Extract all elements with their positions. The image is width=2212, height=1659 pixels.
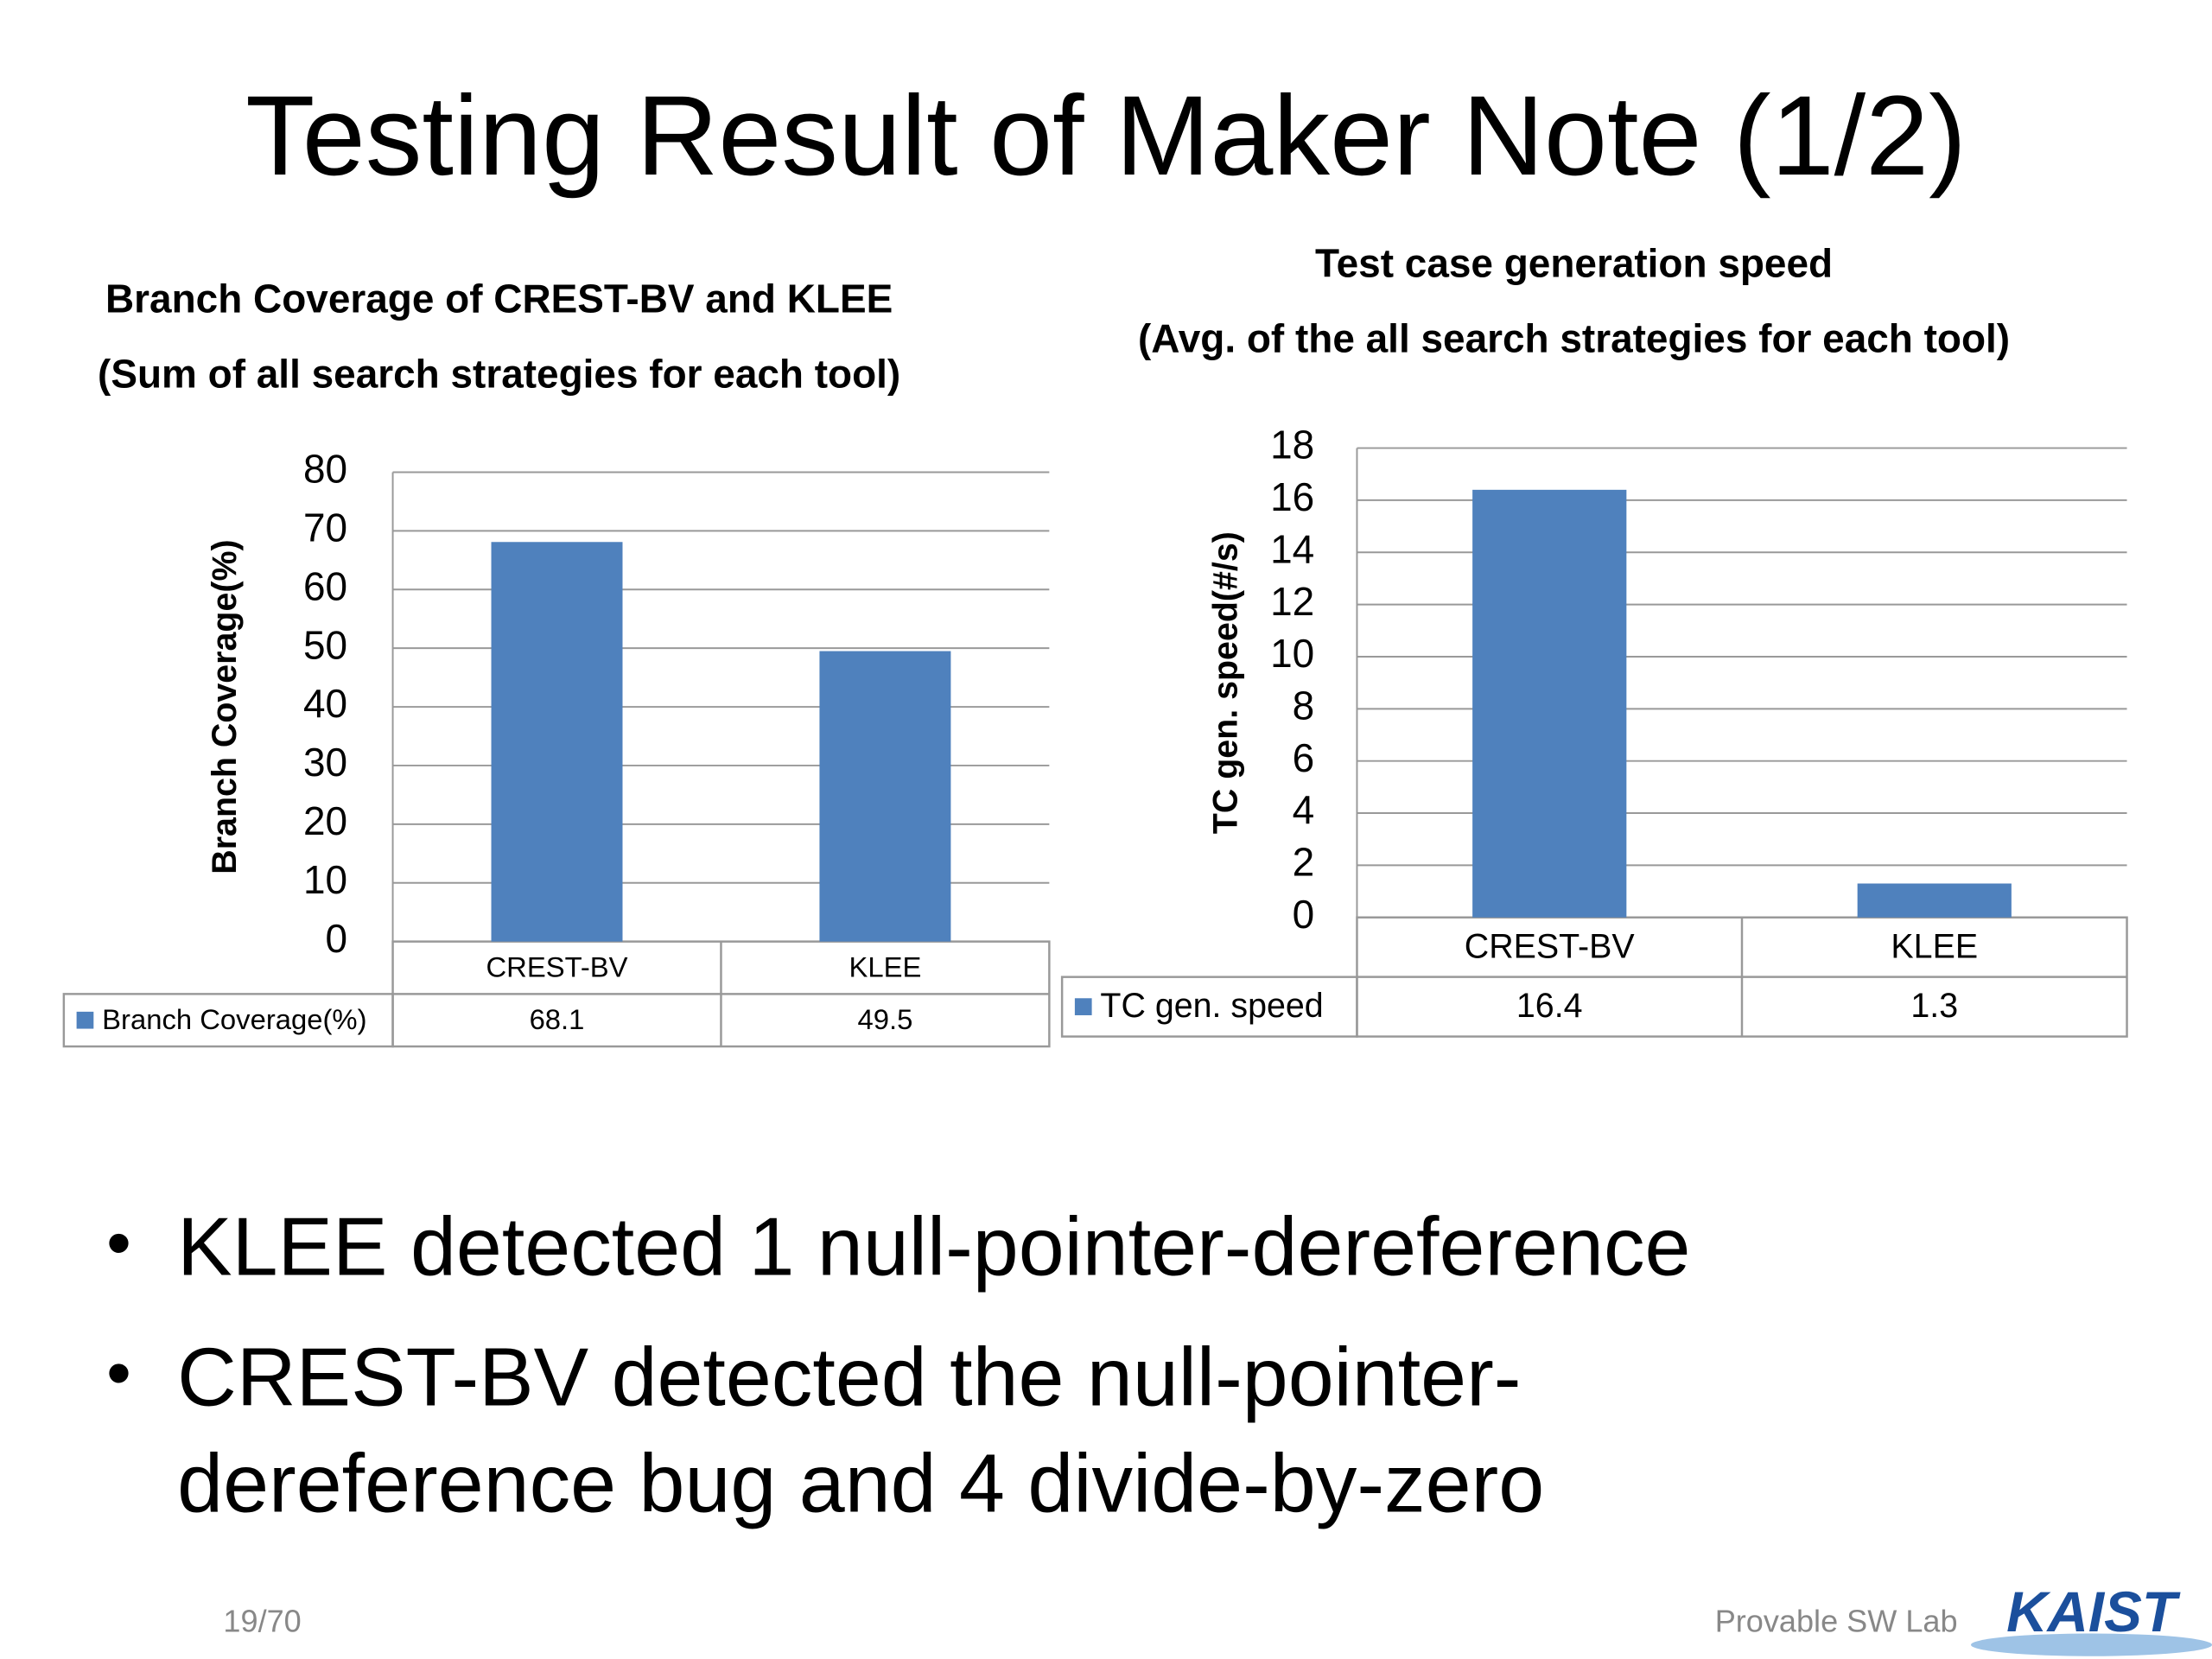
y-tick-label: 0: [325, 916, 347, 961]
y-tick-label: 60: [303, 563, 347, 608]
legend-label: TC gen. speed: [1100, 987, 1323, 1025]
lab-name: Provable SW Lab: [1715, 1604, 1958, 1639]
chart-title: Branch Coverage of CREST-BV and KLEE: [105, 276, 893, 321]
category-label: KLEE: [849, 950, 921, 982]
bar: [819, 651, 951, 942]
y-tick-label: 10: [303, 857, 347, 902]
data-table-legend-cell: [1060, 976, 1358, 1038]
bullet-box: KLEE detected 1 null-pointer-dereference: [177, 1200, 1691, 1294]
logo: KAIST: [2006, 1580, 2181, 1643]
y-axis-label: TC gen. speed(#/s): [1207, 531, 1245, 834]
data-table-legend-cell: [62, 993, 394, 1048]
logo-swoosh: [1971, 1633, 2212, 1656]
y-tick-label: 40: [303, 681, 347, 726]
legend-label: Branch Coverage(%): [102, 1003, 366, 1035]
y-tick-label: 70: [303, 505, 347, 550]
data-table-value: 1.3: [1910, 987, 1958, 1025]
bullet-dot: •: [106, 1334, 131, 1413]
bar: [1472, 489, 1627, 918]
y-axis-label: Branch Coverage(%): [206, 539, 244, 874]
category-label: CREST-BV: [1465, 927, 1636, 965]
y-tick-label: 10: [1270, 631, 1314, 676]
slide-title: Testing Result of Maker Note (1/2): [245, 72, 1967, 199]
y-tick-label: 2: [1293, 840, 1315, 885]
bar: [491, 542, 623, 942]
y-tick-label: 18: [1270, 423, 1314, 467]
bullet: CREST-BV detected the null-pointer-deref…: [177, 1331, 1545, 1551]
y-tick-label: 6: [1293, 735, 1315, 780]
data-table-value: 49.5: [857, 1003, 912, 1035]
page-number: 19/70: [223, 1604, 301, 1639]
chart-subtitle: (Sum of all search strategies for each t…: [98, 352, 900, 397]
chart-subtitle: (Avg. of the all search strategies for e…: [1138, 316, 2010, 361]
category-label: KLEE: [1891, 927, 1978, 965]
legend-swatch: [1074, 998, 1092, 1015]
y-tick-label: 50: [303, 622, 347, 667]
y-tick-label: 4: [1293, 787, 1315, 832]
y-tick-label: 12: [1270, 579, 1314, 624]
legend-swatch: [76, 1011, 94, 1029]
y-tick-label: 14: [1270, 526, 1314, 571]
y-tick-label: 30: [303, 740, 347, 785]
y-tick-label: 8: [1293, 683, 1315, 728]
bullet: KLEE detected 1 null-pointer-dereference: [177, 1200, 1691, 1294]
y-tick-label: 20: [303, 798, 347, 843]
bullet-dot: •: [106, 1204, 131, 1282]
y-tick-label: 0: [1293, 892, 1315, 937]
y-tick-label: 80: [303, 447, 347, 492]
bullet-box: CREST-BV detected the null-pointer-deref…: [177, 1331, 1545, 1551]
category-label: CREST-BV: [486, 950, 627, 982]
data-table-value: 68.1: [530, 1003, 585, 1035]
chart-title: Test case generation speed: [1315, 241, 1833, 286]
y-tick-label: 16: [1270, 474, 1314, 519]
bar: [1857, 883, 2012, 918]
data-table-value: 16.4: [1516, 987, 1583, 1025]
